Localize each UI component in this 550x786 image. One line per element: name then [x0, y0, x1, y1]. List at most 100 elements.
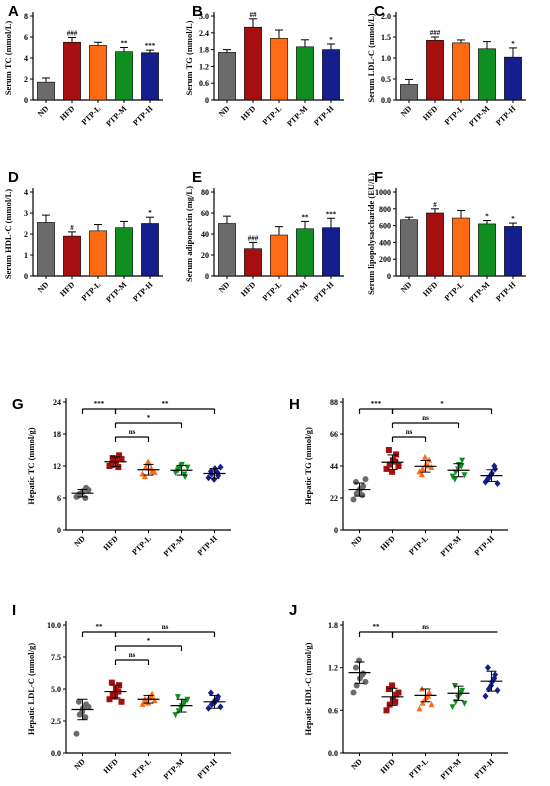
bar-PTP-H [322, 227, 340, 277]
bracket-label: ** [373, 623, 381, 631]
data-point [392, 698, 399, 705]
bar-PTP-L [270, 38, 288, 101]
bar-HFD [244, 26, 262, 101]
bar-ND [400, 84, 418, 101]
data-point [142, 463, 149, 470]
y-axis-title: Serum adiponectin (mg/L) [184, 186, 194, 282]
x-tick-label: ND [399, 280, 414, 295]
y-axis-title: Serum HDL-C (mmol/L) [3, 189, 13, 279]
y-tick-label: 12 [53, 462, 61, 471]
bracket-label: * [147, 637, 151, 645]
panel-C: C 0.0 0.5 1.0 1.5 2.0 Serum LDL-C (mmol/L) ND HF… [366, 3, 526, 128]
y-tick-label: 1.8 [328, 621, 338, 630]
x-tick-label: PTP-H [312, 280, 336, 304]
data-point [145, 458, 152, 465]
data-point [214, 695, 221, 703]
data-point [386, 461, 393, 468]
x-tick-label: ND [217, 104, 232, 119]
bar-HFD [63, 41, 81, 101]
data-point [181, 700, 188, 707]
bar-ND [400, 219, 418, 277]
x-tick-label: ND [72, 534, 87, 549]
data-point [426, 456, 433, 463]
x-tick-label: PTP-H [196, 757, 220, 781]
data-point [395, 463, 402, 469]
data-point [484, 664, 491, 672]
data-point [205, 474, 212, 482]
data-point [422, 453, 429, 460]
x-tick-label: ND [399, 104, 414, 119]
y-tick-label: 2.0 [381, 12, 391, 21]
bar-HFD [244, 248, 262, 277]
y-tick-label: 66 [330, 430, 338, 439]
bracket-label: ns [129, 651, 136, 659]
significance-label: # [433, 201, 437, 209]
y-tick-label: 0 [387, 272, 391, 281]
y-tick-label: 800 [379, 205, 391, 214]
significance-label: * [511, 40, 515, 48]
bar-PTP-M [478, 223, 496, 277]
panel-label: F [374, 169, 383, 186]
bar-PTP-M [296, 228, 314, 277]
y-tick-label: 18 [53, 430, 61, 439]
data-point [115, 464, 122, 471]
panel-label: E [192, 169, 202, 186]
y-tick-label: 2.4 [199, 29, 209, 38]
y-tick-label: 1000 [375, 188, 391, 197]
significance-label: ** [121, 40, 129, 48]
bracket-label: ns [129, 428, 136, 436]
significance-label: *** [326, 210, 337, 218]
significance-label: ### [248, 234, 259, 242]
bracket-label: *** [94, 400, 105, 408]
data-point [461, 472, 468, 479]
y-axis-title: Serum TC (mmol/L) [3, 21, 13, 96]
y-tick-label: 400 [379, 238, 391, 247]
significance-label: ## [250, 11, 258, 19]
x-tick-label: ND [217, 280, 232, 295]
bar-PTP-L [452, 217, 470, 277]
bar-HFD [426, 212, 444, 277]
x-tick-label: HFD [102, 757, 120, 775]
y-tick-label: 0 [57, 526, 61, 535]
y-tick-label: 1.2 [199, 62, 209, 71]
data-point [428, 701, 435, 708]
data-point [389, 682, 396, 689]
data-point [461, 700, 468, 707]
x-tick-label: PTP-L [130, 757, 153, 780]
x-tick-label: PTP-L [261, 280, 284, 303]
data-point [118, 456, 125, 463]
panel-label: B [192, 3, 203, 20]
bracket-label: ns [422, 623, 429, 631]
y-tick-label: 0.0 [381, 96, 391, 105]
data-point [106, 696, 113, 703]
y-tick-label: 2.5 [51, 717, 61, 726]
data-point [139, 700, 146, 707]
bracket-label: * [147, 414, 151, 422]
x-tick-label: PTP-M [467, 104, 492, 129]
x-tick-label: PTP-L [261, 104, 284, 127]
bar-PTP-M [115, 227, 133, 277]
x-tick-label: PTP-H [131, 104, 155, 128]
y-axis-title: Serum LDL-C (mmol/L) [366, 13, 376, 102]
y-tick-label: 1.2 [328, 664, 338, 673]
data-point [118, 698, 125, 705]
data-point [207, 689, 214, 697]
x-tick-label: PTP-M [439, 757, 464, 782]
y-tick-label: 0.0 [328, 749, 338, 758]
panel-label: I [12, 602, 16, 619]
panel-label: A [8, 3, 19, 20]
data-point [217, 463, 224, 471]
data-point [491, 674, 498, 682]
bracket-label: * [440, 400, 444, 408]
panel-I: I 0.0 2.5 5.0 7.5 10.0 Hepatic LDL-C (mmol/g) N… [12, 602, 231, 781]
panel-H: H 0 22 44 66 88 Hepatic TG (mmol/g) ND HFD PTP-L P… [289, 396, 508, 558]
y-axis-title: Hepatic TG (mmol/g) [303, 427, 313, 505]
x-tick-label: PTP-H [312, 104, 336, 128]
x-tick-label: PTP-M [162, 757, 187, 782]
y-tick-label: 2 [24, 75, 28, 84]
y-axis-title: Hepatic TC (mmol/g) [26, 427, 36, 504]
y-tick-label: 22 [330, 494, 338, 503]
bar-PTP-H [322, 49, 340, 101]
